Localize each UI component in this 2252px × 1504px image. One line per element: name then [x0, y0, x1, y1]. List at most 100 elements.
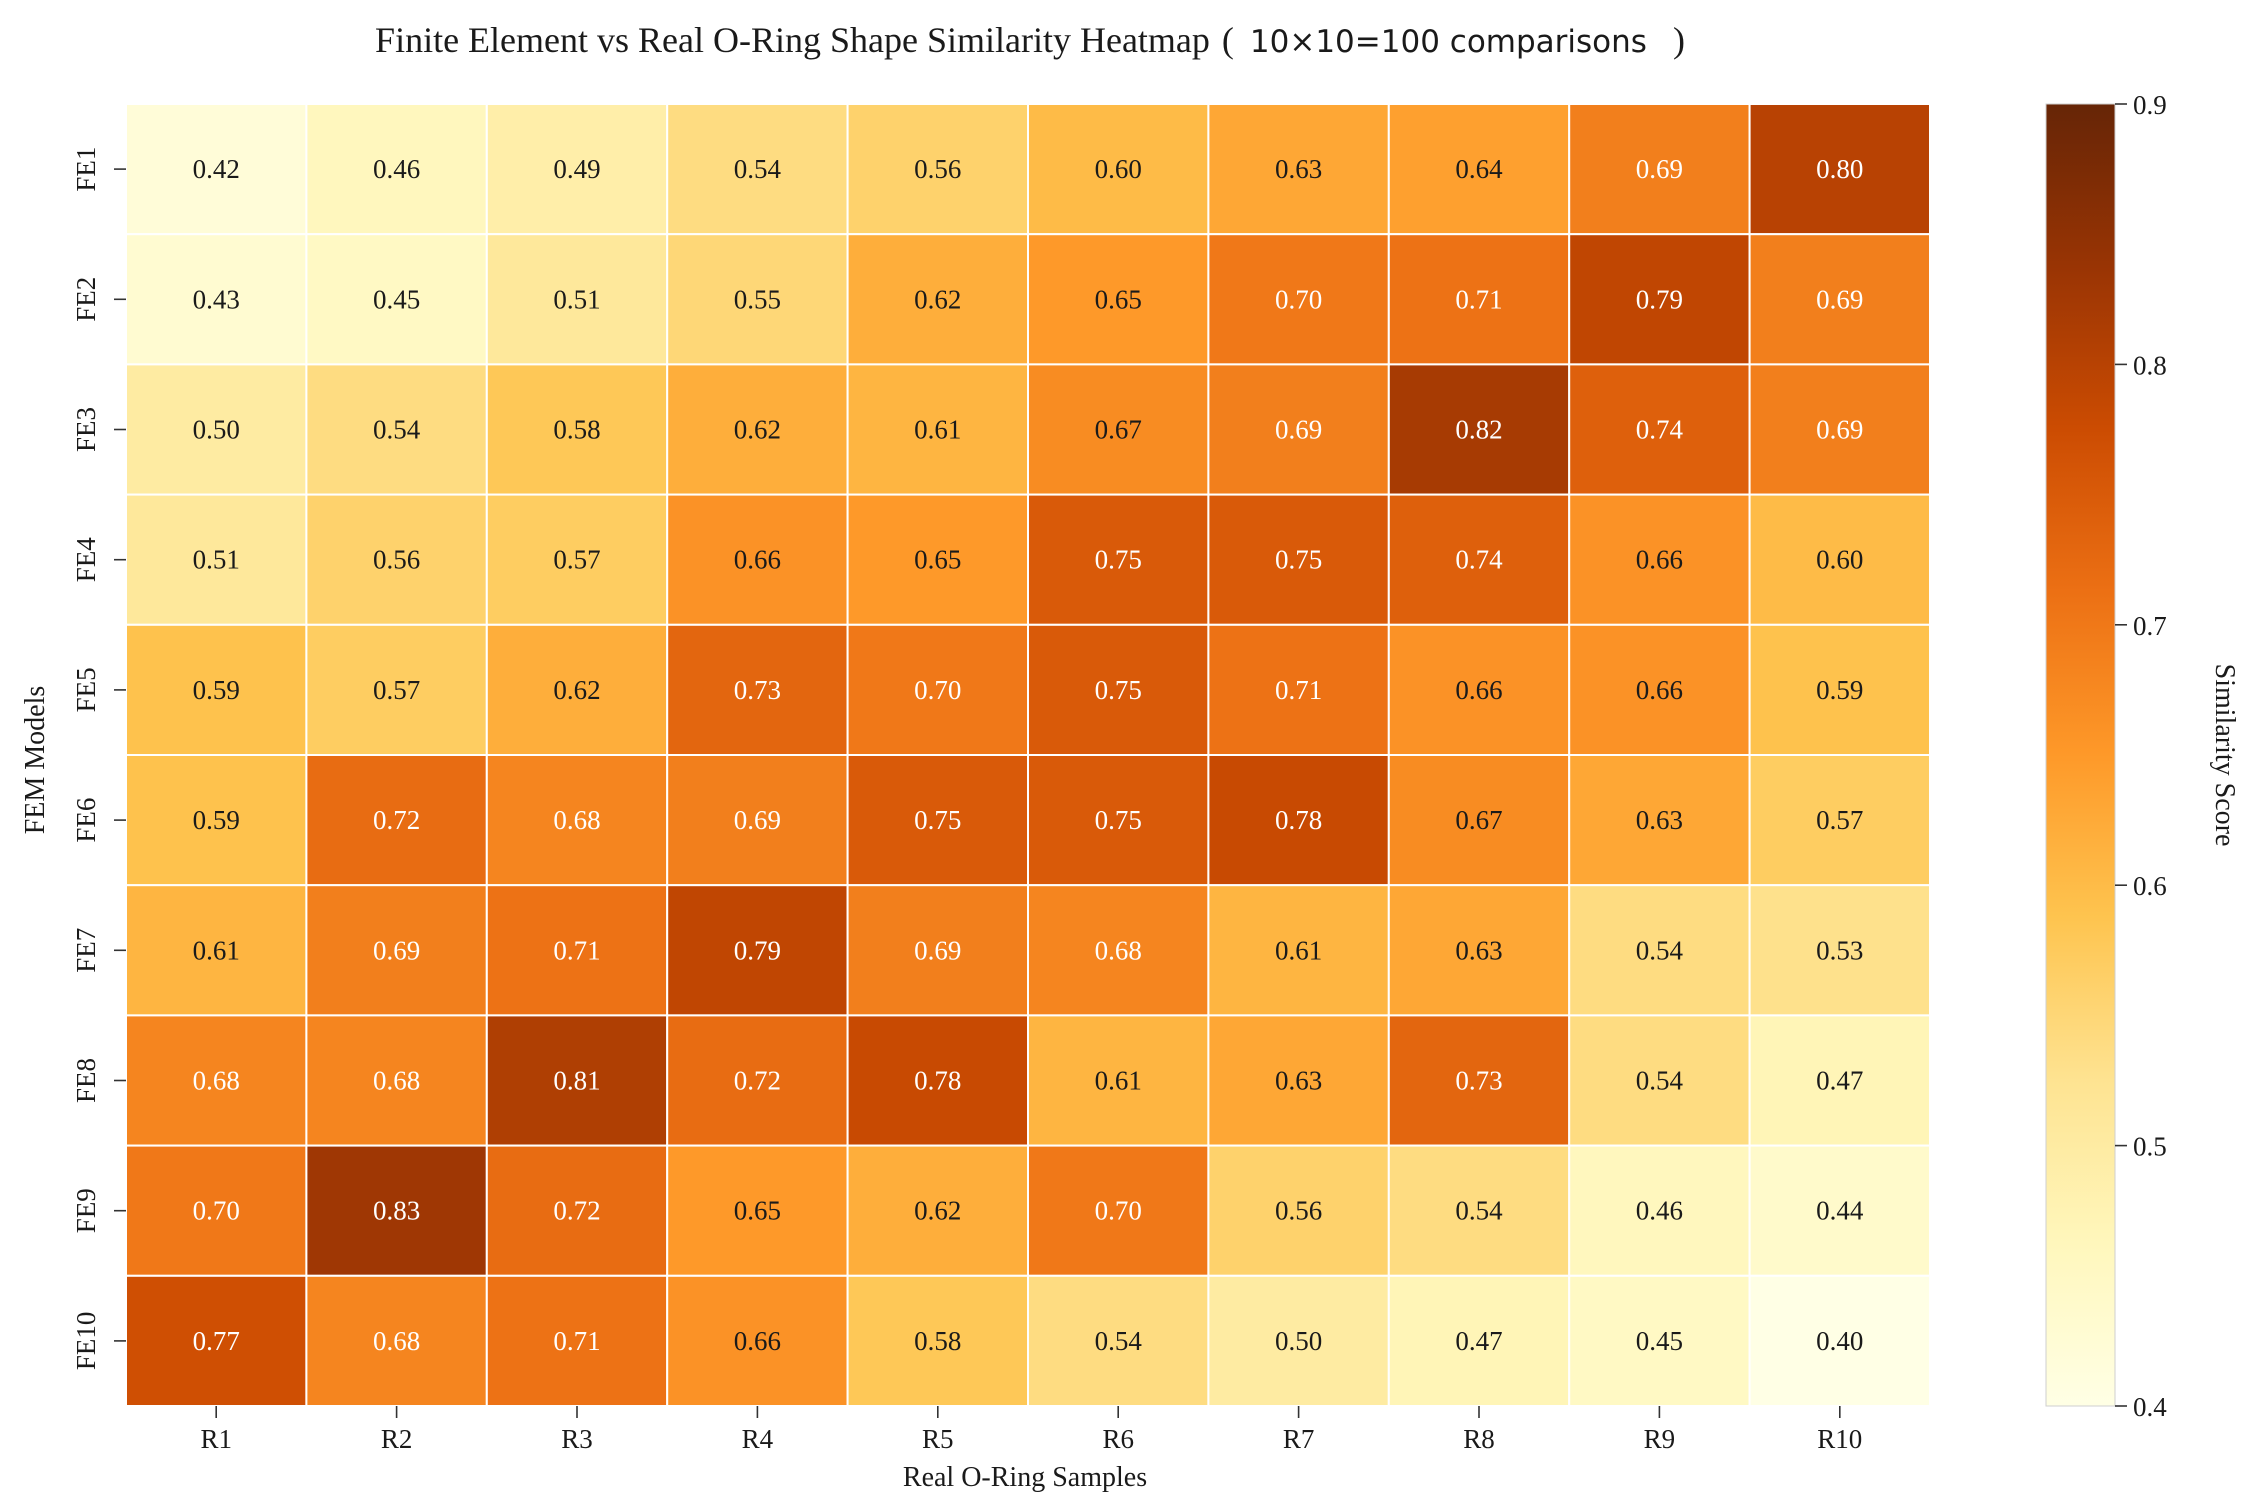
- heatmap-cell: [1387, 493, 1571, 626]
- heatmap-cell-label: 0.58: [553, 415, 600, 445]
- heatmap-cell-label: 0.68: [1095, 935, 1142, 965]
- heatmap-cell: [1748, 623, 1931, 756]
- heatmap-cell: [666, 1274, 849, 1408]
- heatmap-cell: [666, 1014, 849, 1147]
- heatmap-cell: [125, 1274, 308, 1408]
- heatmap-cell-label: 0.74: [1455, 545, 1503, 575]
- heatmap-cell-label: 0.70: [193, 1196, 240, 1226]
- heatmap-cell-label: 0.77: [193, 1326, 240, 1356]
- heatmap-cell: [485, 1014, 669, 1147]
- heatmap-cell-label: 0.81: [553, 1066, 600, 1096]
- colorbar-ticks: 0.4 0.5 0.6 0.7 0.8 0.9: [2115, 90, 2167, 1422]
- heatmap-cell-label: 0.70: [1275, 284, 1322, 314]
- heatmap-cell-label: 0.69: [734, 805, 781, 835]
- heatmap-cell: [1568, 1014, 1751, 1147]
- heatmap-cell-label: 0.56: [914, 154, 961, 184]
- heatmap-cell-label: 0.73: [1455, 1066, 1502, 1096]
- heatmap-cell-label: 0.58: [914, 1326, 961, 1356]
- heatmap-cell: [1027, 1014, 1210, 1147]
- colorbar-label: Similarity Score: [2209, 664, 2240, 847]
- heatmap-cell-label: 0.64: [1455, 154, 1503, 184]
- heatmap-cell: [1027, 233, 1210, 366]
- heatmap-cells: [125, 103, 1931, 1408]
- chart-title-close: ): [1673, 20, 1685, 60]
- heatmap-cell: [1748, 363, 1931, 496]
- heatmap-cell: [1387, 363, 1571, 496]
- heatmap-cell-labels: 0.42 0.46 0.49 0.54 0.56 0.60 0.63 0.64 0.69 0.80…: [193, 154, 1864, 1356]
- heatmap-cell: [1027, 884, 1210, 1017]
- heatmap-cell-label: 0.47: [1455, 1326, 1502, 1356]
- heatmap-cell-label: 0.44: [1816, 1196, 1864, 1226]
- heatmap-cell: [305, 1274, 488, 1408]
- heatmap-cell: [1748, 884, 1931, 1017]
- heatmap-cell-label: 0.62: [914, 1196, 961, 1226]
- heatmap-cell-label: 0.69: [1816, 415, 1863, 445]
- heatmap-cell-label: 0.46: [1636, 1196, 1683, 1226]
- colorbar-tick-label: 0.4: [2133, 1392, 2167, 1422]
- heatmap-cell: [485, 233, 669, 366]
- y-axis: FE1 FE2 FE3 FE4 FE5 FE6 FE7 FE8 FE9 FE10: [71, 147, 126, 1370]
- x-axis: R1 R2 R3 R4 R5 R6 R7 R8 R9 R10: [200, 1406, 1862, 1454]
- heatmap-cell-label: 0.83: [373, 1196, 420, 1226]
- heatmap-cell-label: 0.65: [1095, 284, 1142, 314]
- y-tick-label: FE5: [71, 667, 101, 712]
- heatmap-cell-label: 0.69: [373, 935, 420, 965]
- heatmap-cell-label: 0.63: [1275, 154, 1322, 184]
- colorbar-tick-label: 0.8: [2133, 350, 2167, 380]
- heatmap-cell-label: 0.43: [193, 284, 240, 314]
- heatmap-cell-label: 0.53: [1816, 935, 1863, 965]
- heatmap-cell: [1568, 884, 1751, 1017]
- heatmap-cell-label: 0.54: [734, 154, 782, 184]
- heatmap-cell: [1027, 103, 1210, 236]
- heatmap-cell: [1748, 1144, 1931, 1277]
- x-tick-label: R7: [1283, 1424, 1315, 1454]
- heatmap-cell-label: 0.40: [1816, 1326, 1863, 1356]
- heatmap-cell-label: 0.59: [193, 805, 240, 835]
- heatmap-cell: [846, 1144, 1029, 1277]
- heatmap-cell: [1748, 1014, 1931, 1147]
- heatmap-cell-label: 0.67: [1095, 415, 1142, 445]
- heatmap-cell-label: 0.57: [553, 545, 600, 575]
- heatmap-cell-label: 0.63: [1455, 935, 1502, 965]
- heatmap-cell-label: 0.66: [1636, 675, 1683, 705]
- colorbar-tick-label: 0.5: [2133, 1132, 2167, 1162]
- heatmap-cell: [1568, 233, 1751, 366]
- heatmap-cell-label: 0.75: [1095, 805, 1142, 835]
- colorbar-tick-label: 0.6: [2133, 871, 2167, 901]
- y-tick-label: FE3: [71, 407, 101, 452]
- heatmap-cell: [846, 363, 1029, 496]
- x-tick-label: R2: [381, 1424, 413, 1454]
- heatmap-cell-label: 0.70: [1095, 1196, 1142, 1226]
- heatmap-cell-label: 0.74: [1636, 415, 1684, 445]
- heatmap-cell: [1207, 623, 1390, 756]
- heatmap-cell-label: 0.66: [1455, 675, 1502, 705]
- x-tick-label: R9: [1644, 1424, 1676, 1454]
- x-tick-label: R1: [200, 1424, 232, 1454]
- chart-title-main: Finite Element vs Real O-Ring Shape Simi…: [375, 20, 1210, 60]
- chart-title-open: (: [1222, 20, 1234, 60]
- heatmap-cell: [846, 754, 1029, 887]
- heatmap-cell: [1568, 623, 1751, 756]
- heatmap-cell-label: 0.82: [1455, 415, 1502, 445]
- colorbar-tick-label: 0.9: [2133, 90, 2167, 120]
- heatmap-cell: [846, 103, 1029, 236]
- colorbar: [2045, 103, 2116, 1407]
- heatmap-cell-label: 0.51: [553, 284, 600, 314]
- heatmap-cell: [666, 754, 849, 887]
- heatmap-cell-label: 0.75: [1275, 545, 1322, 575]
- heatmap-cell: [666, 884, 849, 1017]
- heatmap-cell-label: 0.62: [914, 284, 961, 314]
- y-tick-label: FE4: [71, 537, 101, 583]
- heatmap-cell-label: 0.68: [373, 1326, 420, 1356]
- heatmap-cell: [1568, 1274, 1751, 1408]
- heatmap-cell-label: 0.59: [1816, 675, 1863, 705]
- heatmap-cell: [1027, 1274, 1210, 1408]
- heatmap-cell: [1748, 493, 1931, 626]
- heatmap-cell-label: 0.62: [734, 415, 781, 445]
- heatmap-cell-label: 0.65: [914, 545, 961, 575]
- heatmap-cell-label: 0.59: [193, 675, 240, 705]
- y-tick-label: FE1: [71, 147, 101, 192]
- heatmap-cell: [1387, 233, 1571, 366]
- y-tick-label: FE6: [71, 798, 101, 843]
